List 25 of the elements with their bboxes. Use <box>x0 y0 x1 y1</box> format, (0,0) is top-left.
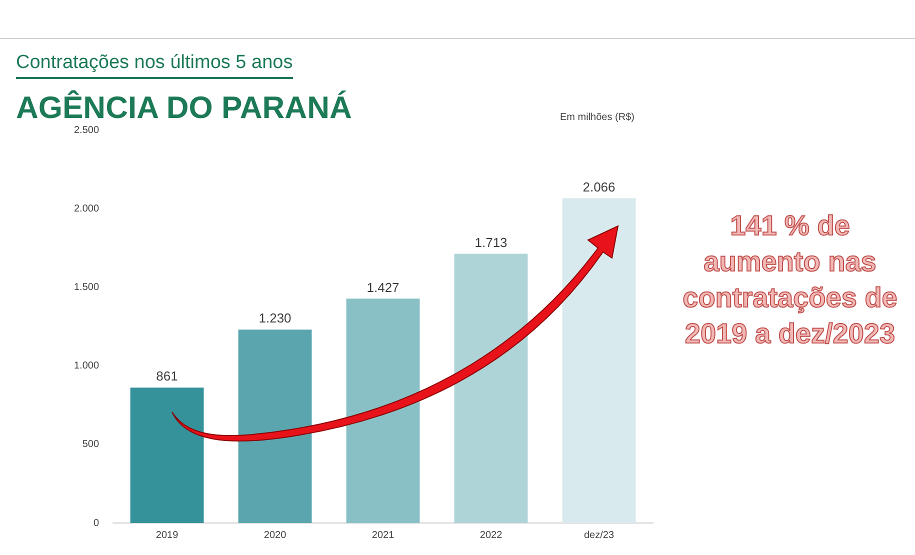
bar <box>454 254 528 523</box>
y-tick-label: 1.500 <box>74 282 100 293</box>
x-tick-label: 2019 <box>156 530 179 541</box>
bar <box>238 330 312 523</box>
chart-subtitle: Contratações nos últimos 5 anos <box>16 52 293 79</box>
x-tick-label: 2021 <box>372 530 395 541</box>
bar <box>346 298 420 523</box>
y-tick-label: 2.000 <box>74 203 100 214</box>
data-label: 1.230 <box>258 310 292 326</box>
y-tick-label: 2.500 <box>74 124 100 136</box>
text: 141 % de aumento nas contratações de 2019 a dez/2023 <box>682 209 898 351</box>
bar <box>130 388 204 523</box>
data-label: 1.427 <box>366 280 400 295</box>
data-label: 861 <box>156 368 178 384</box>
bar <box>562 198 636 523</box>
y-tick-label: 0 <box>93 518 100 529</box>
x-tick-label: 2022 <box>480 530 503 541</box>
data-label: 2.066 <box>582 179 616 194</box>
data-label: 1.713 <box>474 234 508 250</box>
y-tick-label: 500 <box>82 439 100 450</box>
y-tick-label: 1.000 <box>74 360 100 372</box>
x-tick-label: 2020 <box>264 530 287 541</box>
text: Em milhões (R$) <box>560 112 634 123</box>
chart-title: AGÊNCIA DO PARANÁ <box>16 90 352 126</box>
x-tick-label: dez/23 <box>584 530 614 541</box>
